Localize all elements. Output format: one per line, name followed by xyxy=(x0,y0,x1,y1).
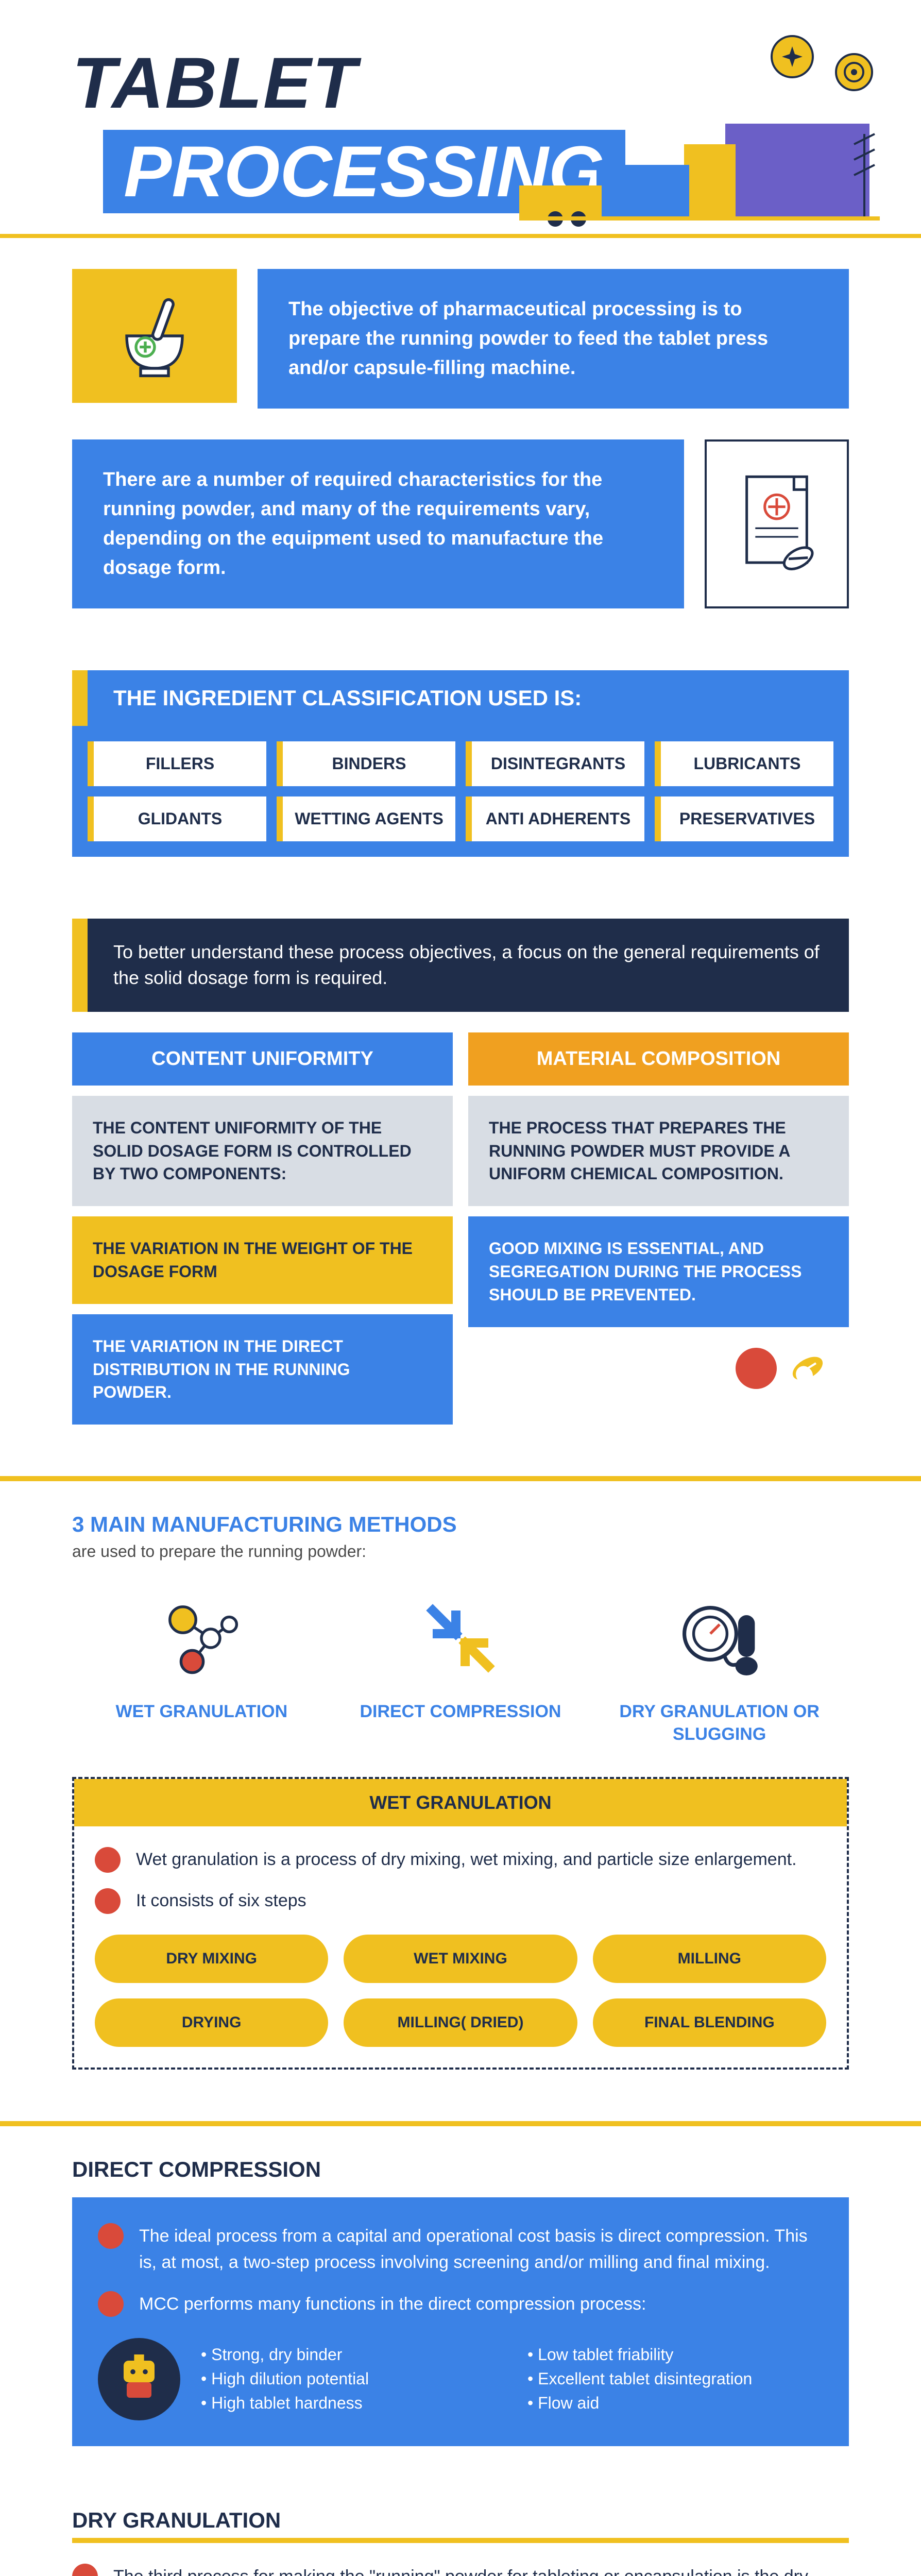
bullet-icon xyxy=(98,2291,124,2317)
wet-text-row: It consists of six steps xyxy=(95,1888,826,1914)
requirements-section: To better understand these process objec… xyxy=(0,888,921,1455)
dc-func: Excellent tablet disintegration xyxy=(527,2369,823,2388)
decorative-pills xyxy=(468,1337,849,1399)
wet-text-1: Wet granulation is a process of dry mixi… xyxy=(136,1848,797,1872)
divider xyxy=(0,2121,921,2126)
methods-section: 3 MAIN MANUFACTURING METHODS are used to… xyxy=(0,1481,921,2100)
ingredient-item: FILLERS xyxy=(88,741,266,786)
dry-title: DRY GRANULATION xyxy=(72,2508,849,2533)
compress-arrows-icon xyxy=(414,1592,507,1685)
wet-steps-grid: DRY MIXING WET MIXING MILLING DRYING MIL… xyxy=(95,1935,826,2047)
req-col-2: MATERIAL COMPOSITION THE PROCESS THAT PR… xyxy=(468,1032,849,1425)
method-label: WET GRANULATION xyxy=(85,1700,318,1723)
dc-func: Flow aid xyxy=(527,2394,823,2413)
header: TABLET PROCESSING xyxy=(0,0,921,238)
dc-text-row: MCC performs many functions in the direc… xyxy=(98,2291,823,2317)
ingredients-section: THE INGREDIENT CLASSIFICATION USED IS: F… xyxy=(0,639,921,888)
prescription-icon xyxy=(730,472,823,575)
intro-section: The objective of pharmaceutical processi… xyxy=(0,238,921,639)
ingredient-item: LUBRICANTS xyxy=(655,741,833,786)
dc-body: The ideal process from a capital and ope… xyxy=(72,2197,849,2446)
intro-row-2: There are a number of required character… xyxy=(72,439,849,608)
pill-icon xyxy=(787,1348,828,1389)
requirements-grid: CONTENT UNIFORMITY THE CONTENT UNIFORMIT… xyxy=(72,1032,849,1425)
method-label: DIRECT COMPRESSION xyxy=(344,1700,577,1723)
requirements-intro: To better understand these process objec… xyxy=(72,919,849,1012)
dc-text-1: The ideal process from a capital and ope… xyxy=(139,2223,823,2276)
method-label: DRY GRANULATION OR SLUGGING xyxy=(603,1700,835,1745)
dc-text-row: The ideal process from a capital and ope… xyxy=(98,2223,823,2276)
dry-text-1: The third process for making the "runnin… xyxy=(113,2564,849,2576)
intro-text-2: There are a number of required character… xyxy=(72,439,684,608)
dc-text-2: MCC performs many functions in the direc… xyxy=(139,2291,646,2317)
ingredients-grid: FILLERS BINDERS DISINTEGRANTS LUBRICANTS… xyxy=(72,726,849,857)
mortar-icon-box xyxy=(72,269,237,403)
document-icon-box xyxy=(705,439,849,608)
dc-func: High tablet hardness xyxy=(201,2394,497,2413)
methods-title: 3 MAIN MANUFACTURING METHODS xyxy=(72,1512,849,1537)
wet-title: WET GRANULATION xyxy=(74,1779,847,1826)
req-cell: THE CONTENT UNIFORMITY OF THE SOLID DOSA… xyxy=(72,1096,453,1206)
wet-text-row: Wet granulation is a process of dry mixi… xyxy=(95,1847,826,1873)
wet-step: WET MIXING xyxy=(344,1935,577,1983)
methods-subtitle: are used to prepare the running powder: xyxy=(72,1542,849,1561)
dc-func: Strong, dry binder xyxy=(201,2345,497,2364)
divider xyxy=(72,2538,849,2543)
dc-functions: Strong, dry binder Low tablet friability… xyxy=(98,2338,823,2420)
red-circle-icon xyxy=(736,1348,777,1389)
dry-granulation-section: DRY GRANULATION The third process for ma… xyxy=(0,2477,921,2576)
req-cell: THE PROCESS THAT PREPARES THE RUNNING PO… xyxy=(468,1096,849,1206)
mortar-pestle-icon xyxy=(108,290,201,382)
ingredient-item: DISINTEGRANTS xyxy=(466,741,644,786)
ingredients-title: THE INGREDIENT CLASSIFICATION USED IS: xyxy=(72,670,849,726)
dc-func: High dilution potential xyxy=(201,2369,497,2388)
bullet-icon xyxy=(95,1847,121,1873)
req-col-1: CONTENT UNIFORMITY THE CONTENT UNIFORMIT… xyxy=(72,1032,453,1425)
bullet-icon xyxy=(98,2223,124,2249)
molecule-icon xyxy=(155,1592,248,1685)
wet-text-2: It consists of six steps xyxy=(136,1889,306,1913)
wet-step: FINAL BLENDING xyxy=(593,1998,826,2047)
dry-text-row: The third process for making the "runnin… xyxy=(72,2564,849,2576)
req-cell: GOOD MIXING IS ESSENTIAL, AND SEGREGATIO… xyxy=(468,1216,849,1327)
bullet-icon xyxy=(95,1888,121,1914)
ingredient-item: GLIDANTS xyxy=(88,796,266,841)
ingredient-item: PRESERVATIVES xyxy=(655,796,833,841)
bp-monitor-icon xyxy=(673,1592,766,1685)
direct-compression-section: DIRECT COMPRESSION The ideal process fro… xyxy=(0,2126,921,2477)
dc-title: DIRECT COMPRESSION xyxy=(72,2157,849,2182)
ingredient-item: BINDERS xyxy=(277,741,455,786)
grinder-icon xyxy=(98,2338,180,2420)
divider xyxy=(0,1476,921,1481)
methods-row: WET GRANULATION DIRECT COMPRESSION xyxy=(72,1592,849,1745)
req-cell: THE VARIATION IN THE WEIGHT OF THE DOSAG… xyxy=(72,1216,453,1304)
req-header-composition: MATERIAL COMPOSITION xyxy=(468,1032,849,1086)
ingredient-item: WETTING AGENTS xyxy=(277,796,455,841)
wet-step: DRY MIXING xyxy=(95,1935,328,1983)
method-dry: DRY GRANULATION OR SLUGGING xyxy=(603,1592,835,1745)
req-cell: THE VARIATION IN THE DIRECT DISTRIBUTION… xyxy=(72,1314,453,1425)
wet-granulation-box: WET GRANULATION Wet granulation is a pro… xyxy=(72,1777,849,2070)
factory-illustration xyxy=(519,31,880,237)
bullet-icon xyxy=(72,2564,98,2576)
req-header-uniformity: CONTENT UNIFORMITY xyxy=(72,1032,453,1086)
intro-row-1: The objective of pharmaceutical processi… xyxy=(72,269,849,409)
wet-step: MILLING( DRIED) xyxy=(344,1998,577,2047)
dc-func-list: Strong, dry binder Low tablet friability… xyxy=(201,2345,823,2413)
wet-step: MILLING xyxy=(593,1935,826,1983)
dc-func: Low tablet friability xyxy=(527,2345,823,2364)
intro-text-1: The objective of pharmaceutical processi… xyxy=(258,269,849,409)
ingredient-item: ANTI ADHERENTS xyxy=(466,796,644,841)
method-direct: DIRECT COMPRESSION xyxy=(344,1592,577,1745)
method-wet: WET GRANULATION xyxy=(85,1592,318,1745)
infographic-page: TABLET PROCESSING xyxy=(0,0,921,2576)
wet-step: DRYING xyxy=(95,1998,328,2047)
